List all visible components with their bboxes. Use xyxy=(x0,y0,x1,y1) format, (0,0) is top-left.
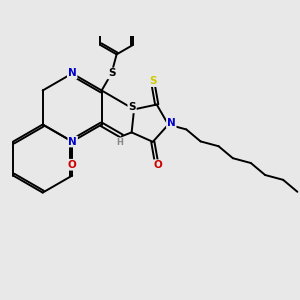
Text: H: H xyxy=(116,138,123,147)
Text: N: N xyxy=(167,118,176,128)
Text: N: N xyxy=(68,68,76,79)
Text: O: O xyxy=(154,160,163,170)
Text: S: S xyxy=(128,102,136,112)
Text: S: S xyxy=(150,76,157,86)
Text: N: N xyxy=(68,136,77,146)
Text: S: S xyxy=(108,68,115,78)
Text: O: O xyxy=(68,160,76,170)
